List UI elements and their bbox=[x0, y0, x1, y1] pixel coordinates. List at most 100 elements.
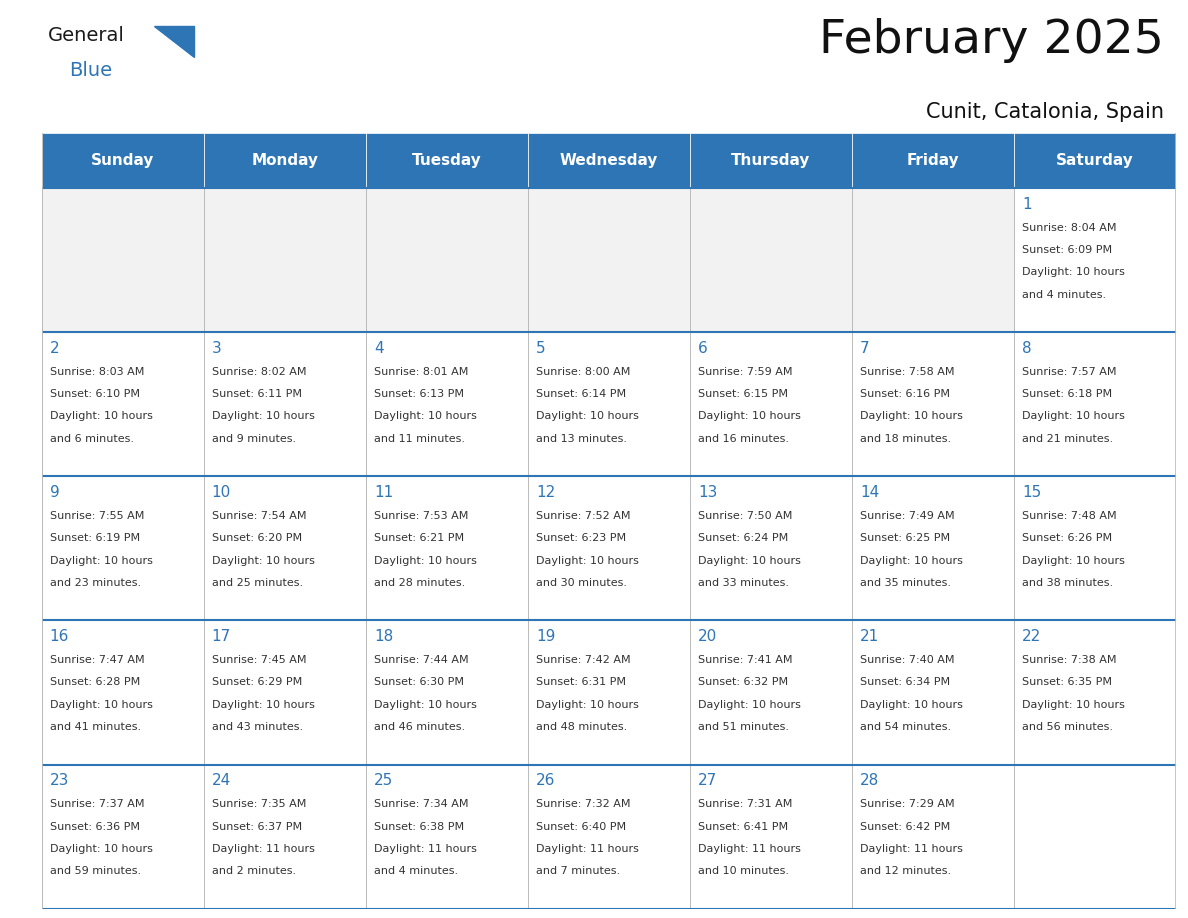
FancyBboxPatch shape bbox=[1015, 765, 1176, 909]
Text: Thursday: Thursday bbox=[732, 153, 810, 168]
Text: and 12 minutes.: and 12 minutes. bbox=[860, 867, 952, 877]
Text: 11: 11 bbox=[374, 485, 393, 500]
Text: Sunset: 6:20 PM: Sunset: 6:20 PM bbox=[211, 533, 302, 543]
Text: Daylight: 10 hours: Daylight: 10 hours bbox=[1022, 267, 1125, 277]
FancyBboxPatch shape bbox=[366, 621, 527, 765]
Text: Sunset: 6:29 PM: Sunset: 6:29 PM bbox=[211, 677, 302, 688]
Text: Daylight: 10 hours: Daylight: 10 hours bbox=[536, 555, 639, 565]
Text: Cunit, Catalonia, Spain: Cunit, Catalonia, Spain bbox=[927, 102, 1164, 121]
FancyBboxPatch shape bbox=[690, 188, 852, 332]
Text: Sunrise: 7:48 AM: Sunrise: 7:48 AM bbox=[1022, 511, 1117, 521]
Text: Sunrise: 8:02 AM: Sunrise: 8:02 AM bbox=[211, 366, 307, 376]
FancyBboxPatch shape bbox=[527, 765, 690, 909]
FancyBboxPatch shape bbox=[852, 133, 1015, 188]
FancyBboxPatch shape bbox=[527, 332, 690, 476]
Text: Saturday: Saturday bbox=[1056, 153, 1135, 168]
Text: Sunrise: 7:34 AM: Sunrise: 7:34 AM bbox=[374, 800, 468, 810]
Text: Sunset: 6:38 PM: Sunset: 6:38 PM bbox=[374, 822, 465, 832]
Text: February 2025: February 2025 bbox=[820, 17, 1164, 62]
FancyBboxPatch shape bbox=[203, 476, 366, 621]
Text: and 43 minutes.: and 43 minutes. bbox=[211, 722, 303, 732]
Text: and 33 minutes.: and 33 minutes. bbox=[699, 578, 789, 588]
Text: and 51 minutes.: and 51 minutes. bbox=[699, 722, 789, 732]
FancyBboxPatch shape bbox=[527, 188, 690, 332]
Text: Sunrise: 8:01 AM: Sunrise: 8:01 AM bbox=[374, 366, 468, 376]
FancyBboxPatch shape bbox=[203, 133, 366, 188]
Text: Daylight: 10 hours: Daylight: 10 hours bbox=[1022, 555, 1125, 565]
FancyBboxPatch shape bbox=[366, 476, 527, 621]
Text: 13: 13 bbox=[699, 485, 718, 500]
Text: and 13 minutes.: and 13 minutes. bbox=[536, 433, 627, 443]
Text: 20: 20 bbox=[699, 629, 718, 644]
Text: 23: 23 bbox=[50, 773, 69, 789]
Text: Sunrise: 7:47 AM: Sunrise: 7:47 AM bbox=[50, 655, 144, 665]
Text: Sunrise: 7:32 AM: Sunrise: 7:32 AM bbox=[536, 800, 631, 810]
Text: and 59 minutes.: and 59 minutes. bbox=[50, 867, 141, 877]
Text: Sunrise: 7:44 AM: Sunrise: 7:44 AM bbox=[374, 655, 468, 665]
FancyBboxPatch shape bbox=[690, 621, 852, 765]
Text: 25: 25 bbox=[374, 773, 393, 789]
Text: Sunset: 6:42 PM: Sunset: 6:42 PM bbox=[860, 822, 950, 832]
FancyBboxPatch shape bbox=[852, 476, 1015, 621]
Text: Sunset: 6:30 PM: Sunset: 6:30 PM bbox=[374, 677, 463, 688]
Text: 21: 21 bbox=[860, 629, 879, 644]
FancyBboxPatch shape bbox=[42, 332, 203, 476]
Text: and 48 minutes.: and 48 minutes. bbox=[536, 722, 627, 732]
Text: Sunset: 6:32 PM: Sunset: 6:32 PM bbox=[699, 677, 788, 688]
Text: 5: 5 bbox=[536, 341, 545, 356]
Text: 10: 10 bbox=[211, 485, 230, 500]
Text: Sunset: 6:18 PM: Sunset: 6:18 PM bbox=[1022, 389, 1112, 399]
Text: Sunset: 6:09 PM: Sunset: 6:09 PM bbox=[1022, 245, 1112, 255]
Text: 22: 22 bbox=[1022, 629, 1042, 644]
Text: Sunset: 6:13 PM: Sunset: 6:13 PM bbox=[374, 389, 463, 399]
Text: Daylight: 10 hours: Daylight: 10 hours bbox=[1022, 411, 1125, 421]
Text: 3: 3 bbox=[211, 341, 221, 356]
Text: Daylight: 10 hours: Daylight: 10 hours bbox=[1022, 700, 1125, 710]
Text: Sunset: 6:19 PM: Sunset: 6:19 PM bbox=[50, 533, 140, 543]
Text: Daylight: 10 hours: Daylight: 10 hours bbox=[50, 555, 152, 565]
Text: and 6 minutes.: and 6 minutes. bbox=[50, 433, 134, 443]
Text: 14: 14 bbox=[860, 485, 879, 500]
Text: Sunrise: 7:38 AM: Sunrise: 7:38 AM bbox=[1022, 655, 1117, 665]
Text: 9: 9 bbox=[50, 485, 59, 500]
Text: 27: 27 bbox=[699, 773, 718, 789]
Text: 2: 2 bbox=[50, 341, 59, 356]
Text: Daylight: 11 hours: Daylight: 11 hours bbox=[211, 844, 315, 854]
Text: Sunset: 6:14 PM: Sunset: 6:14 PM bbox=[536, 389, 626, 399]
Text: 26: 26 bbox=[536, 773, 555, 789]
Text: Sunrise: 8:03 AM: Sunrise: 8:03 AM bbox=[50, 366, 144, 376]
Text: Sunset: 6:34 PM: Sunset: 6:34 PM bbox=[860, 677, 950, 688]
Text: 24: 24 bbox=[211, 773, 230, 789]
FancyBboxPatch shape bbox=[690, 332, 852, 476]
Text: Sunset: 6:10 PM: Sunset: 6:10 PM bbox=[50, 389, 140, 399]
Text: Daylight: 10 hours: Daylight: 10 hours bbox=[211, 555, 315, 565]
Text: Daylight: 10 hours: Daylight: 10 hours bbox=[536, 700, 639, 710]
FancyBboxPatch shape bbox=[527, 476, 690, 621]
Text: Sunset: 6:11 PM: Sunset: 6:11 PM bbox=[211, 389, 302, 399]
Text: Sunrise: 7:54 AM: Sunrise: 7:54 AM bbox=[211, 511, 307, 521]
Text: Sunrise: 7:55 AM: Sunrise: 7:55 AM bbox=[50, 511, 144, 521]
Text: and 23 minutes.: and 23 minutes. bbox=[50, 578, 141, 588]
Text: Daylight: 11 hours: Daylight: 11 hours bbox=[860, 844, 963, 854]
Text: Sunset: 6:16 PM: Sunset: 6:16 PM bbox=[860, 389, 950, 399]
FancyBboxPatch shape bbox=[1015, 621, 1176, 765]
Text: 6: 6 bbox=[699, 341, 708, 356]
FancyBboxPatch shape bbox=[852, 188, 1015, 332]
Text: and 25 minutes.: and 25 minutes. bbox=[211, 578, 303, 588]
Text: Sunrise: 7:29 AM: Sunrise: 7:29 AM bbox=[860, 800, 955, 810]
Text: and 56 minutes.: and 56 minutes. bbox=[1022, 722, 1113, 732]
Text: Sunset: 6:28 PM: Sunset: 6:28 PM bbox=[50, 677, 140, 688]
Text: Sunrise: 7:53 AM: Sunrise: 7:53 AM bbox=[374, 511, 468, 521]
Text: Daylight: 10 hours: Daylight: 10 hours bbox=[860, 411, 963, 421]
Text: 18: 18 bbox=[374, 629, 393, 644]
Polygon shape bbox=[154, 26, 194, 57]
Text: Sunrise: 7:50 AM: Sunrise: 7:50 AM bbox=[699, 511, 792, 521]
Text: Daylight: 11 hours: Daylight: 11 hours bbox=[699, 844, 801, 854]
Text: and 10 minutes.: and 10 minutes. bbox=[699, 867, 789, 877]
FancyBboxPatch shape bbox=[852, 765, 1015, 909]
FancyBboxPatch shape bbox=[852, 621, 1015, 765]
Text: Sunrise: 7:58 AM: Sunrise: 7:58 AM bbox=[860, 366, 955, 376]
Text: Sunrise: 7:52 AM: Sunrise: 7:52 AM bbox=[536, 511, 631, 521]
FancyBboxPatch shape bbox=[42, 188, 203, 332]
FancyBboxPatch shape bbox=[1015, 188, 1176, 332]
